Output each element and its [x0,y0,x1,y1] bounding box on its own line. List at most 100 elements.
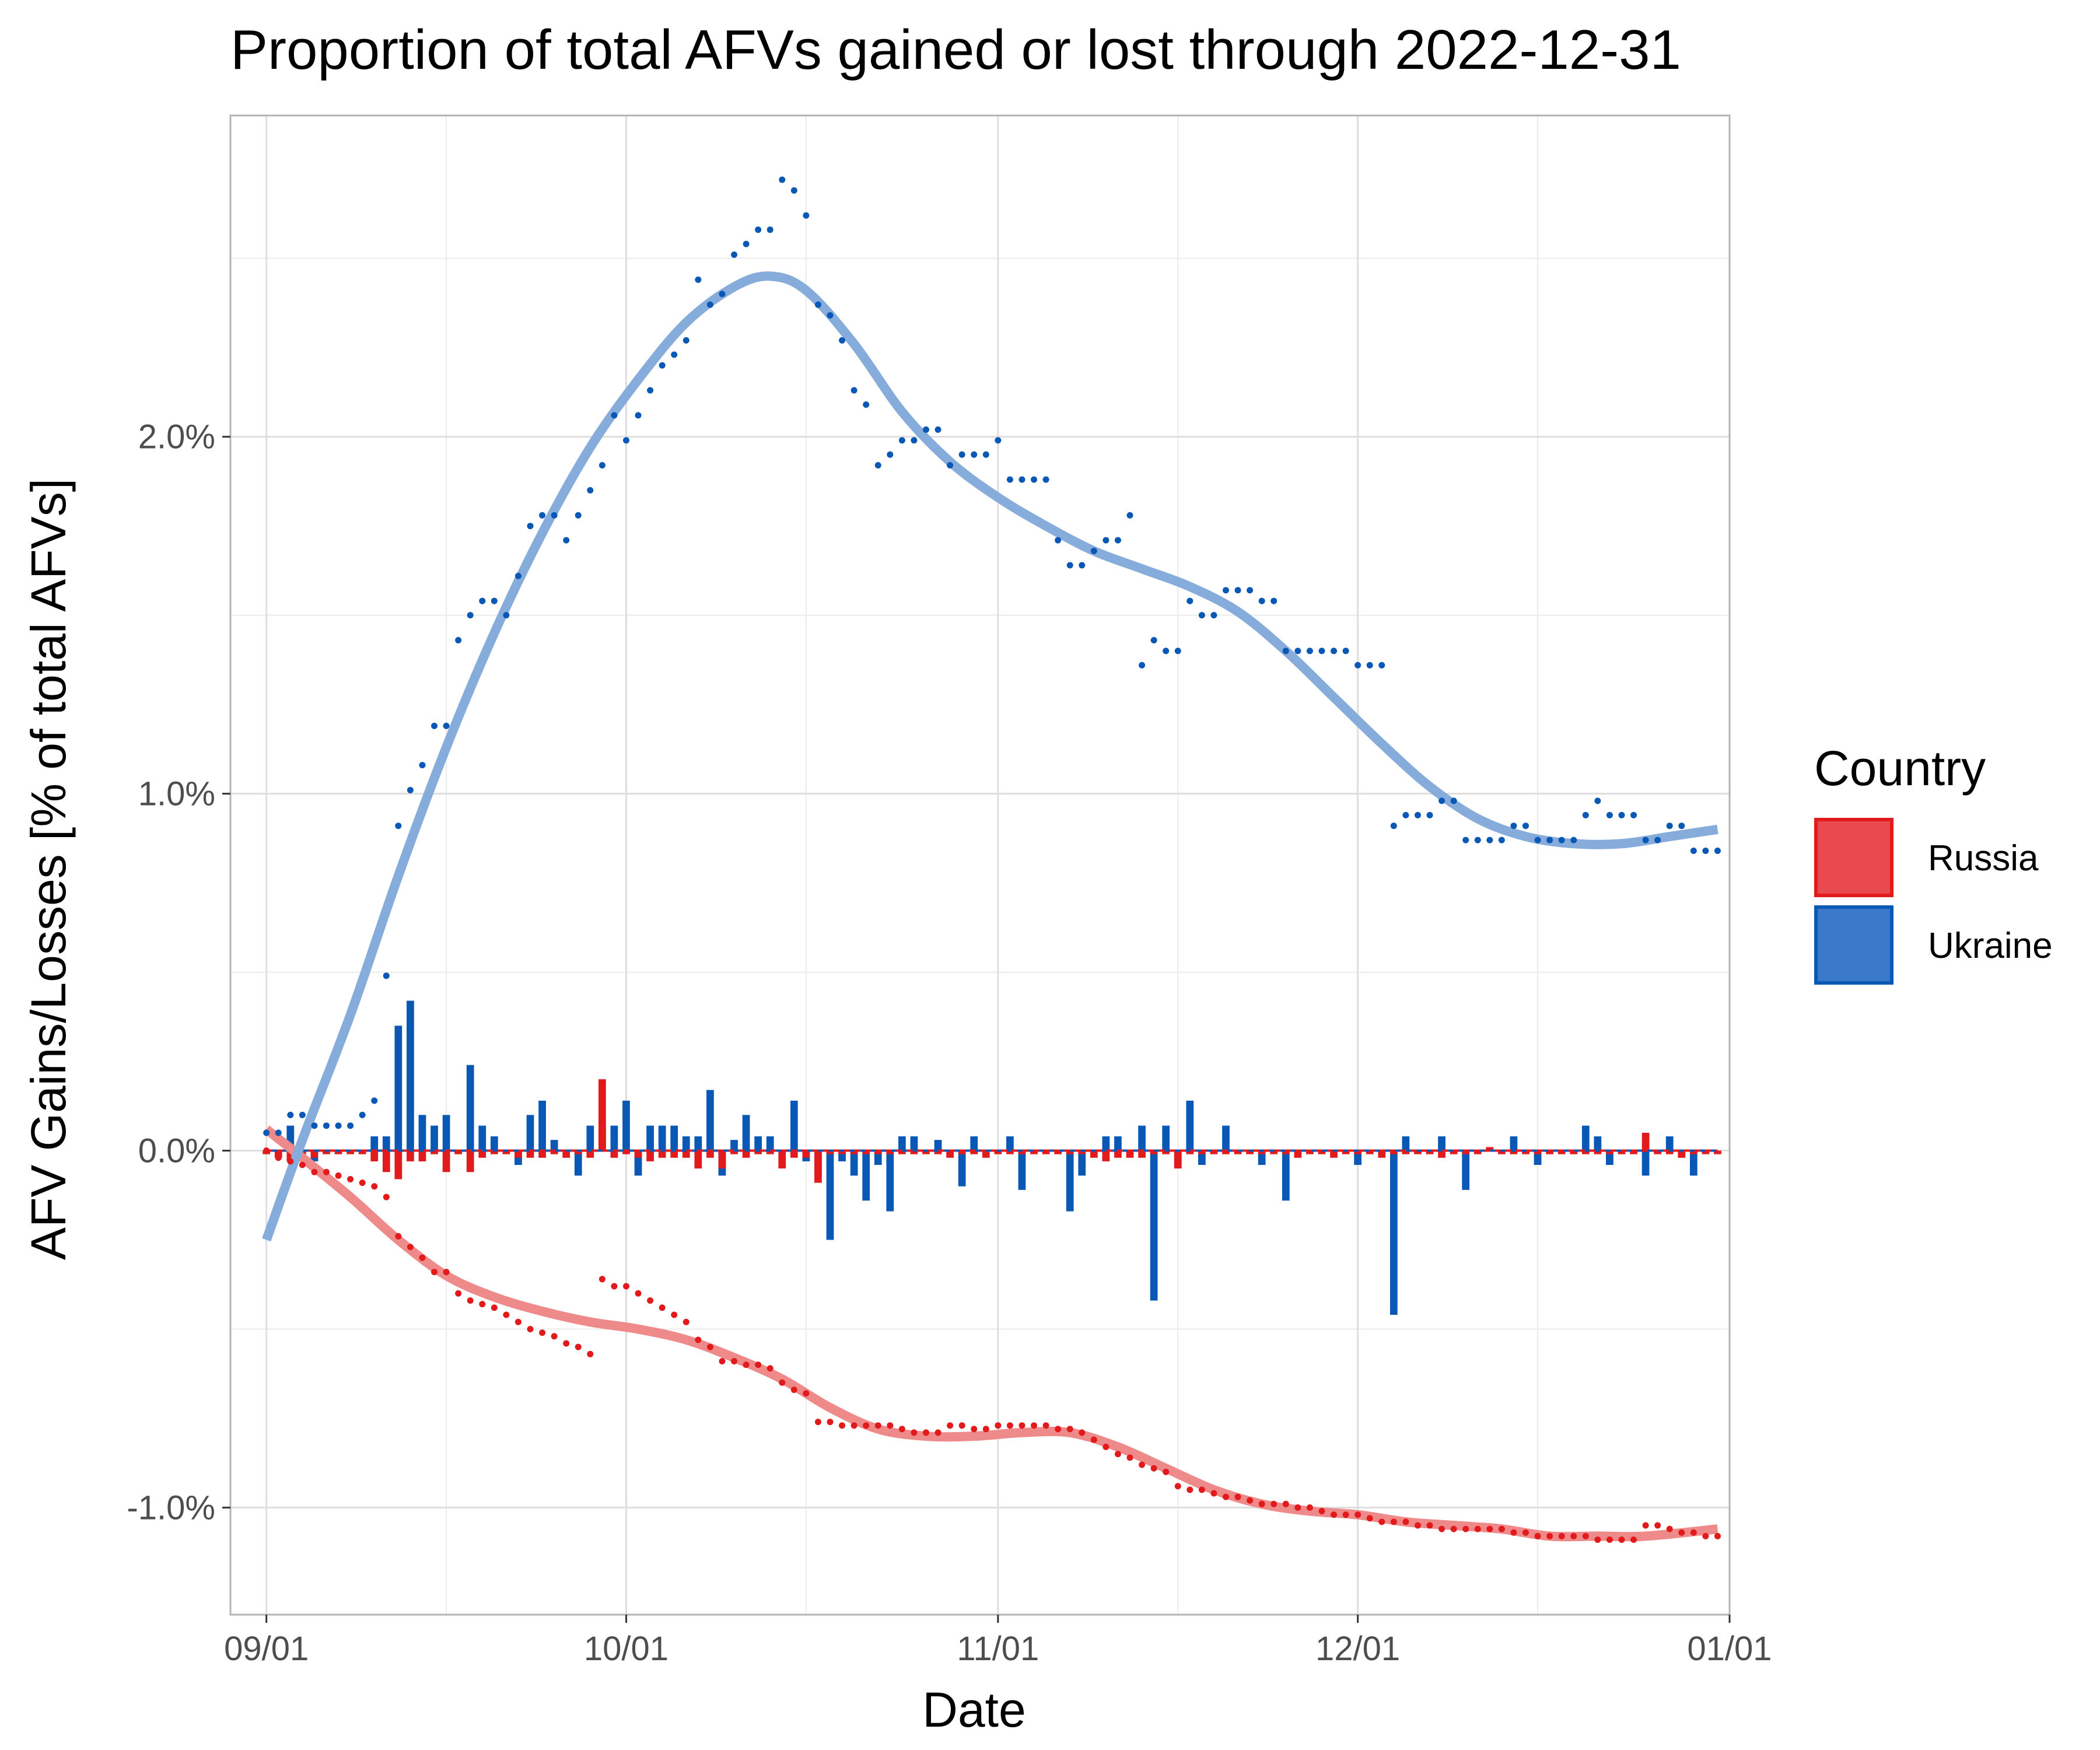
ukraine-daily-bar [646,1125,654,1151]
russia-daily-bar [1354,1150,1362,1154]
russia-daily-bar [538,1150,546,1158]
russia-point [1702,1532,1709,1539]
russia-point [1594,1536,1601,1543]
ukraine-daily-bar [1438,1136,1446,1151]
russia-point [407,1244,414,1251]
russia-point [671,1311,678,1318]
russia-point [947,1422,954,1429]
russia-daily-bar [1258,1150,1266,1154]
russia-point [1450,1525,1457,1532]
ukraine-point [1079,562,1086,569]
y-tick-label: -1.0% [127,1489,215,1527]
russia-daily-bar [802,1150,810,1158]
russia-daily-bar [934,1150,942,1154]
russia-point [1270,1500,1278,1507]
russia-daily-bar [1054,1150,1062,1154]
russia-point [1031,1422,1038,1429]
ukraine-point [1163,648,1170,654]
russia-point [503,1311,510,1318]
russia-daily-bar [862,1150,870,1154]
russia-smooth-line [263,1125,1718,1542]
russia-point [335,1172,342,1179]
russia-point [1546,1532,1553,1539]
russia-point [706,1343,713,1350]
plot-panel [229,114,1731,1616]
ukraine-daily-bar [550,1140,558,1151]
ukraine-daily-bar [526,1115,534,1151]
russia-daily-bar [562,1150,570,1158]
russia-point [1606,1536,1613,1543]
russia-daily-bar [574,1150,582,1154]
russia-daily-bar [682,1150,690,1158]
russia-daily-bar [1546,1150,1553,1154]
ukraine-daily-bar [850,1150,858,1176]
ukraine-point [1582,811,1589,818]
russia-point [1582,1532,1589,1539]
ukraine-point [659,362,666,369]
ukraine-point [622,437,629,444]
ukraine-daily-bar [1102,1136,1110,1151]
x-tick-label: 09/01 [224,1630,309,1668]
ukraine-point [1510,822,1517,830]
russia-daily-bar [1462,1150,1470,1154]
ukraine-point [1114,537,1121,544]
russia-point [311,1168,318,1175]
russia-daily-bar [586,1150,594,1158]
ukraine-daily-bar [706,1090,714,1151]
russia-point [1618,1536,1625,1543]
ukraine-point [491,597,498,604]
ukraine-point [755,226,762,233]
russia-daily-bar [1414,1150,1422,1154]
ukraine-daily-bar [1282,1150,1290,1201]
russia-daily-bar [1642,1132,1650,1151]
ukraine-daily-bar [622,1100,630,1151]
russia-daily-bar [1138,1150,1146,1158]
russia-point [911,1429,918,1436]
russia-point [1654,1522,1661,1529]
russia-daily-bar [1126,1150,1134,1158]
russia-point [1042,1422,1049,1429]
ukraine-point [706,301,713,308]
ukraine-point [1438,797,1446,804]
ukraine-point [1342,648,1349,654]
russia-point [1163,1468,1170,1475]
russia-point [1402,1518,1409,1525]
russia-point [971,1426,978,1433]
russia-point [863,1422,870,1429]
russia-daily-bar [310,1150,318,1158]
russia-daily-bar [1186,1150,1194,1154]
russia-daily-bar [1162,1150,1170,1154]
russia-daily-bar [1090,1150,1098,1158]
ukraine-point [995,437,1002,444]
russia-daily-bar [1510,1150,1518,1154]
russia-daily-bar [1114,1150,1122,1158]
russia-point [1678,1529,1685,1536]
ukraine-point [551,512,558,519]
ukraine-point [911,437,918,444]
russia-point [491,1304,498,1311]
russia-point [443,1269,450,1276]
russia-daily-bar [1618,1150,1626,1154]
russia-daily-bar [1318,1150,1326,1154]
russia-point [1570,1532,1577,1539]
ukraine-point [1210,612,1217,619]
russia-daily-bar [1102,1150,1110,1161]
ukraine-point [814,301,821,308]
russia-point [299,1161,306,1168]
russia-daily-bar [1390,1150,1398,1154]
russia-daily-bar [838,1150,846,1154]
ukraine-daily-bar [1162,1125,1170,1151]
ukraine-point [790,187,797,194]
russia-daily-bar [1426,1150,1434,1154]
russia-point [1642,1522,1649,1529]
russia-point [1534,1532,1541,1539]
russia-daily-bars [262,1079,1721,1183]
ukraine-point [1019,476,1026,483]
ukraine-daily-bar [407,1000,414,1151]
ukraine-point [335,1122,342,1129]
ukraine-point [1258,597,1265,604]
ukraine-point [935,426,942,433]
ukraine-point [671,351,678,358]
russia-point [1714,1532,1721,1539]
russia-point [874,1422,881,1429]
